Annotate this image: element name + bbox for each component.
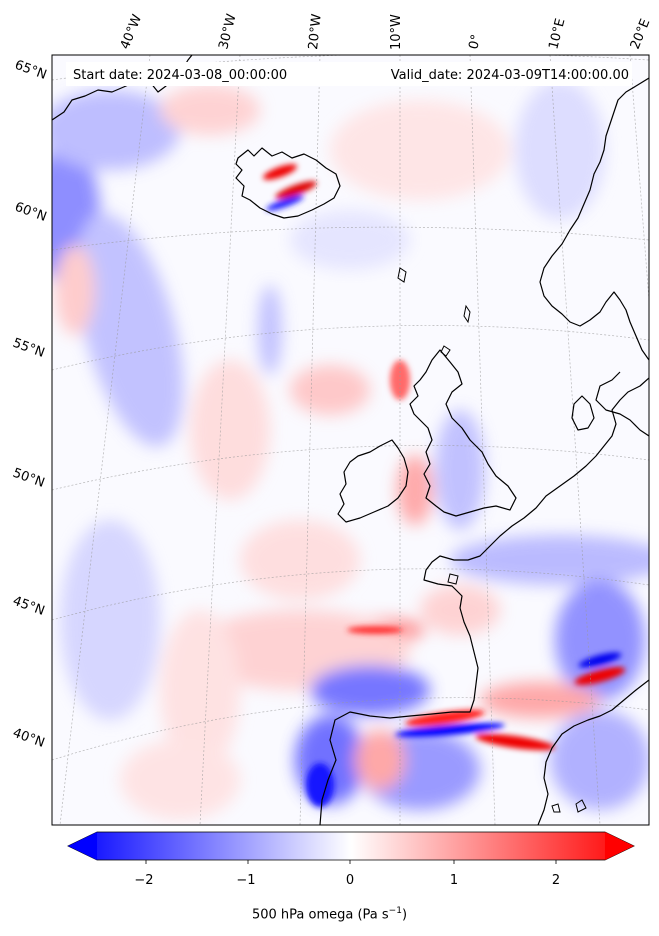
- lat-label-60n: 60°N: [13, 200, 49, 225]
- lat-label-45n: 45°N: [11, 594, 47, 619]
- lon-label-20w: 20°W: [306, 13, 325, 50]
- colorbar-label-close: ): [401, 907, 408, 923]
- colorbar-tick-2: 2: [552, 873, 560, 888]
- colorbar: −2 −1 0 1 2: [67, 831, 635, 888]
- denmark-coast: [571, 395, 595, 431]
- colorbar-bar: [67, 831, 635, 861]
- lon-label-20e: 20°E: [628, 17, 654, 52]
- lat-label-50n: 50°N: [11, 466, 47, 491]
- lon-label-40w: 40°W: [118, 12, 145, 51]
- colorbar-tick-m1: −1: [236, 873, 255, 888]
- ireland-coast: [337, 439, 409, 523]
- colorbar-label: 500 hPa omega (Pa s−1): [0, 906, 659, 922]
- sweden-coast: [595, 371, 649, 437]
- lon-label-10e: 10°E: [546, 17, 568, 51]
- colorbar-high-extend: [605, 832, 634, 860]
- continent-coast: [319, 377, 649, 825]
- colorbar-label-main: 500 hPa omega (Pa s: [251, 907, 389, 923]
- valid-date-text: Valid_date: 2024-03-09T14:00:00.00: [391, 68, 629, 83]
- lon-label-30w: 30°W: [216, 12, 239, 51]
- colorbar-tick-0: 0: [346, 873, 354, 888]
- colorbar-low-extend: [68, 832, 97, 860]
- map-panel: [52, 55, 649, 825]
- iceland-coast: [235, 147, 341, 219]
- colorbar-tick-m2: −2: [134, 873, 153, 888]
- map-frame: [51, 54, 650, 826]
- lat-label-55n: 55°N: [11, 336, 47, 361]
- colorbar-ticks: [145, 860, 557, 864]
- mediterranean-coast: [537, 679, 649, 825]
- start-date-text: Start date: 2024-03-08_00:00:00: [73, 68, 287, 83]
- lon-label-10w: 10°W: [389, 14, 404, 50]
- norway-coast: [539, 77, 649, 361]
- colorbar-tick-1: 1: [450, 873, 458, 888]
- lon-labels: 40°W 30°W 20°W 10°W 0° 10°E 20°E: [118, 12, 654, 51]
- lon-label-0: 0°: [466, 33, 484, 51]
- graticule: [52, 55, 649, 825]
- lat-label-40n: 40°N: [11, 726, 47, 751]
- great-britain-coast: [409, 349, 517, 517]
- lat-labels: 65°N 60°N 55°N 50°N 45°N 40°N: [11, 58, 49, 751]
- islands: [397, 267, 587, 813]
- colorbar-label-exponent: −1: [388, 906, 402, 916]
- lat-label-65n: 65°N: [13, 58, 49, 83]
- header-box: [66, 62, 632, 86]
